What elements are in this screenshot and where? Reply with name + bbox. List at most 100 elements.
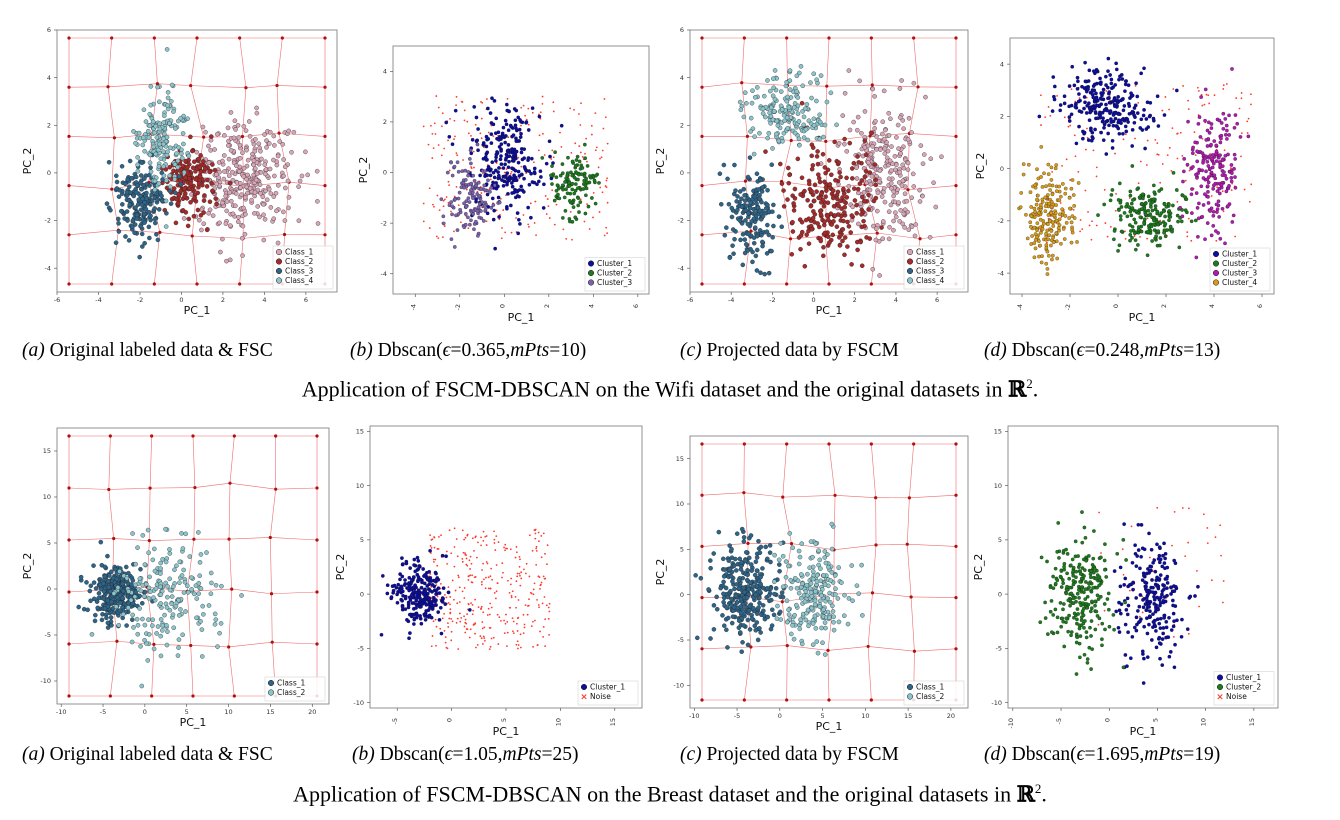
data-point xyxy=(1194,154,1197,157)
data-point xyxy=(485,211,490,216)
data-point xyxy=(562,228,565,231)
grid-node xyxy=(789,138,793,143)
data-point xyxy=(570,181,575,186)
data-point xyxy=(580,102,582,105)
data-point xyxy=(218,621,224,626)
data-point xyxy=(176,613,182,618)
data-point xyxy=(182,579,188,585)
data-point xyxy=(503,619,505,622)
data-point xyxy=(152,187,158,193)
data-point xyxy=(1069,103,1074,108)
data-point xyxy=(1044,232,1048,236)
data-point xyxy=(1200,151,1205,156)
data-point xyxy=(1233,185,1238,190)
data-point xyxy=(598,211,601,213)
data-point xyxy=(527,604,530,607)
legend-label: Cluster_3 xyxy=(597,278,632,287)
data-point xyxy=(1149,224,1154,229)
data-point xyxy=(126,589,131,594)
grid-line xyxy=(111,137,115,190)
data-point xyxy=(449,608,452,611)
data-point xyxy=(273,190,279,196)
data-point xyxy=(193,583,199,588)
data-point xyxy=(468,559,471,562)
data-point xyxy=(539,587,541,590)
data-point xyxy=(251,162,256,168)
data-point xyxy=(501,227,503,229)
grid-line xyxy=(68,229,119,236)
data-point xyxy=(114,179,120,185)
data-point xyxy=(536,599,538,601)
data-point xyxy=(1209,126,1214,130)
data-point xyxy=(1215,239,1218,242)
data-point xyxy=(501,562,504,565)
data-point xyxy=(748,115,754,121)
data-point xyxy=(1095,166,1098,169)
y-tick-label: 0 xyxy=(47,169,51,177)
data-point xyxy=(1163,222,1168,226)
data-point xyxy=(1216,199,1221,204)
data-point xyxy=(752,194,758,200)
data-point xyxy=(95,605,101,611)
y-tick-label: -2 xyxy=(678,217,684,225)
data-point xyxy=(1186,235,1189,238)
data-point xyxy=(1183,208,1188,213)
data-point xyxy=(1150,239,1154,243)
data-point xyxy=(463,222,468,227)
data-point xyxy=(1051,75,1056,79)
data-point xyxy=(1222,170,1226,175)
data-point xyxy=(535,182,539,187)
data-point xyxy=(1146,237,1149,240)
grid-node xyxy=(228,481,232,485)
data-point xyxy=(175,164,180,170)
data-point xyxy=(1189,219,1194,224)
data-point xyxy=(185,164,190,170)
data-point xyxy=(241,205,246,211)
data-point xyxy=(260,194,266,200)
data-point xyxy=(315,221,321,226)
data-point xyxy=(485,220,488,223)
data-point xyxy=(497,643,500,645)
data-point xyxy=(213,617,219,622)
data-point xyxy=(480,605,483,608)
data-point xyxy=(493,592,496,594)
data-point xyxy=(142,622,148,628)
data-point xyxy=(1067,125,1070,128)
data-point xyxy=(517,599,520,601)
data-point xyxy=(1177,245,1182,250)
data-point xyxy=(468,222,472,227)
data-point xyxy=(1024,212,1028,217)
data-point xyxy=(1083,79,1088,84)
data-point xyxy=(224,258,229,264)
data-point xyxy=(740,262,746,268)
grid-node xyxy=(700,36,704,40)
data-point xyxy=(833,177,838,183)
grid-node xyxy=(270,640,274,644)
data-point xyxy=(230,211,236,217)
grid-node xyxy=(323,184,327,188)
data-point xyxy=(1032,255,1037,260)
data-point xyxy=(539,584,542,587)
data-point xyxy=(435,644,437,647)
grid-line xyxy=(909,133,957,137)
data-point xyxy=(891,227,896,233)
data-point xyxy=(1124,237,1127,240)
data-point xyxy=(139,231,145,237)
data-point xyxy=(573,108,575,111)
data-point xyxy=(380,574,385,578)
data-point xyxy=(465,628,468,630)
data-point xyxy=(1019,191,1024,195)
data-point xyxy=(792,196,798,201)
data-point xyxy=(1038,217,1043,222)
data-point xyxy=(1154,139,1157,141)
grid-node xyxy=(238,36,242,40)
data-point xyxy=(120,615,125,621)
data-point xyxy=(1102,122,1107,127)
data-point xyxy=(570,187,575,192)
y-tick-label: -4 xyxy=(678,264,684,272)
data-point xyxy=(135,168,141,174)
data-point xyxy=(469,151,474,156)
data-point xyxy=(1205,144,1210,148)
grid-node xyxy=(785,282,789,286)
grid-node xyxy=(152,36,156,40)
